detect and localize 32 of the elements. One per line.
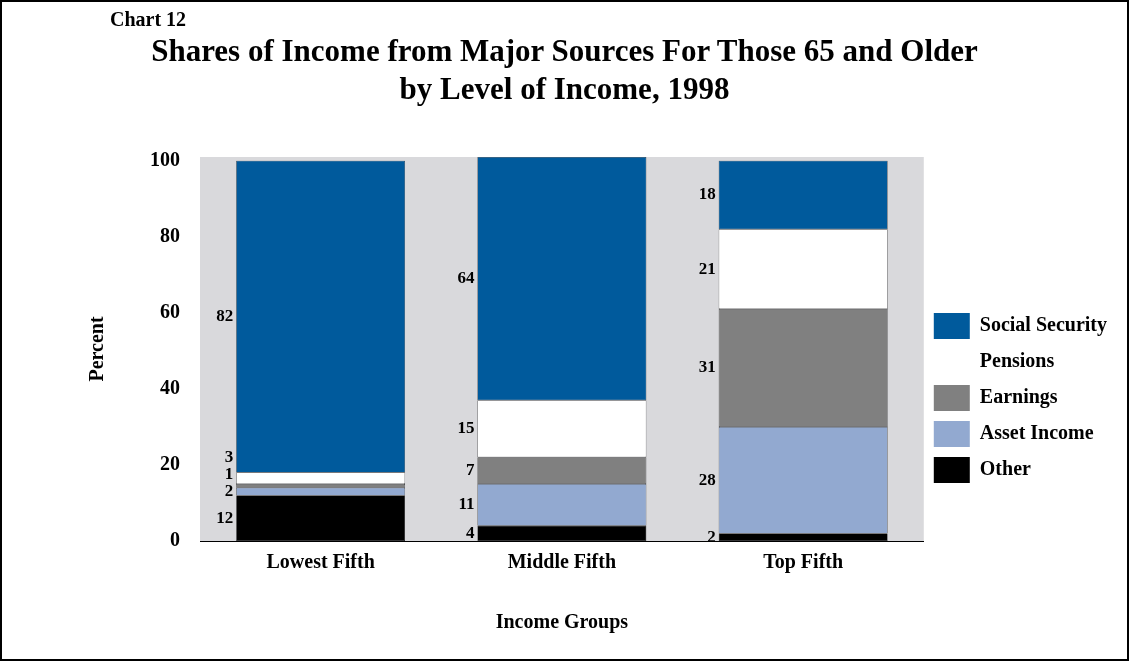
- y-axis-title: Percent: [85, 316, 108, 382]
- data-label: 3: [224, 446, 234, 466]
- y-tick-label: 0: [170, 528, 180, 551]
- data-label: 12: [216, 507, 234, 527]
- y-tick-label: 80: [160, 224, 180, 247]
- data-label: 15: [457, 418, 475, 438]
- data-label: 1: [224, 463, 234, 483]
- data-label: 18: [698, 184, 716, 204]
- data-label: 11: [458, 494, 475, 514]
- x-tick-label: Lowest Fifth: [266, 550, 375, 573]
- chart-title: Shares of Income from Major Sources For Those 65 and Older by Level of Income, 1998: [150, 32, 979, 108]
- data-label: 4: [465, 522, 475, 542]
- y-tick-label: 20: [160, 452, 180, 475]
- y-tick-label: 100: [150, 147, 180, 170]
- legend-label: Earnings: [979, 385, 1058, 409]
- text: Pensions: [979, 349, 1055, 372]
- data-label: 21: [698, 258, 716, 278]
- legend-label: Social Security: [979, 313, 1108, 337]
- data-label: 7: [465, 460, 475, 480]
- x-axis-title: Income Groups: [495, 610, 629, 634]
- legend-label: Other: [979, 457, 1032, 480]
- legend-label: Asset Income: [979, 421, 1094, 444]
- y-tick-label: 60: [160, 300, 180, 323]
- data-label: 2: [224, 480, 234, 500]
- data-label: 82: [216, 306, 234, 326]
- y-tick-label: 40: [160, 376, 180, 399]
- caption: Chart 12: [110, 8, 187, 31]
- data-label: 28: [698, 469, 716, 489]
- x-tick-label: Middle Fifth: [507, 550, 617, 573]
- data-label: 31: [698, 357, 716, 377]
- data-label: 64: [457, 268, 475, 288]
- x-tick-label: Top Fifth: [763, 550, 844, 574]
